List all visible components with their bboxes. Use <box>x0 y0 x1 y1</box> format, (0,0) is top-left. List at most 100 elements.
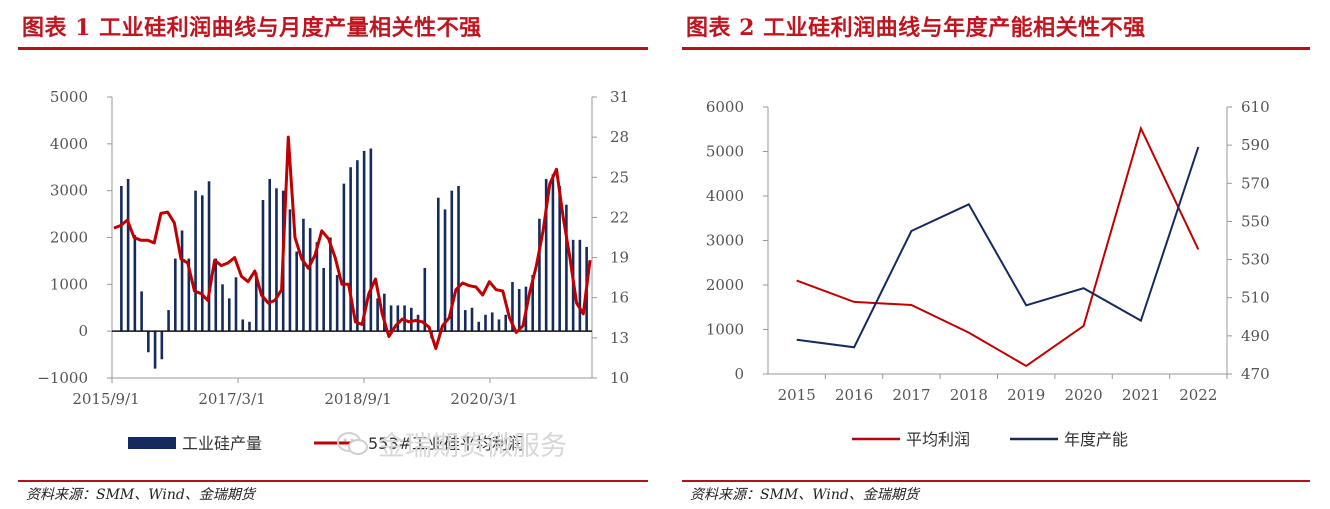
figure-2-chart: 0 1000 2000 3000 4000 5000 6000 470 490 510 530 550… <box>706 98 1270 449</box>
production-bar <box>369 148 373 332</box>
figure-2-bottom-rule <box>682 480 1310 482</box>
production-bar <box>200 195 204 332</box>
production-bar <box>497 319 501 332</box>
production-bar <box>383 293 386 332</box>
production-bar <box>410 307 413 332</box>
production-bar <box>147 331 150 353</box>
production-bar <box>261 200 265 332</box>
left-y-tick-label: 6000 <box>706 98 744 116</box>
production-bar <box>254 272 258 332</box>
production-bar <box>457 185 460 332</box>
left-y-tick-label: 1000 <box>50 275 88 293</box>
wechat-icon <box>337 431 368 455</box>
production-bar <box>160 331 164 360</box>
x-tick-label: 2020 <box>1064 386 1102 404</box>
figure-1-source: 资料来源：SMM、Wind、金瑞期货 <box>26 487 255 503</box>
x-tick-label: 2016 <box>835 386 873 404</box>
production-bar <box>126 178 130 332</box>
production-bar <box>329 237 332 332</box>
right-y-tick-label: 22 <box>610 208 629 226</box>
right-y-tick-label: 530 <box>1241 251 1270 269</box>
production-bar <box>153 331 157 369</box>
figure-2-panel: 图表 2 工业硅利润曲线与年度产能相关性不强 0 1000 2000 3000 4000… <box>664 0 1330 509</box>
figure-1-title: 图表 1 工业硅利润曲线与月度产量相关性不强 <box>22 15 482 41</box>
production-bar <box>349 167 352 332</box>
right-y-tick-label: 550 <box>1241 212 1270 230</box>
watermark-text: 金瑞期货微服务 <box>378 431 567 462</box>
production-bar <box>133 235 137 332</box>
left-y-tick-label: 5000 <box>50 88 88 106</box>
right-y-tick-label: 16 <box>610 289 629 307</box>
production-bar <box>538 218 541 332</box>
figure-1-panel: 图表 1 工业硅利润曲线与月度产量相关性不强 −1000 0 1000 2000 300… <box>0 0 660 509</box>
right-y-tick-label: 570 <box>1241 174 1270 192</box>
production-bar <box>241 319 245 332</box>
production-bar <box>362 150 366 332</box>
figure-2-top-rule <box>682 47 1310 50</box>
figure-1-bottom-rule <box>18 480 648 482</box>
production-bar <box>403 305 406 332</box>
production-bar <box>484 314 487 332</box>
x-tick-label: 2019 <box>1007 386 1045 404</box>
right-y-tick-label: 590 <box>1241 136 1270 154</box>
production-bar <box>356 160 359 332</box>
production-bar <box>322 267 325 332</box>
legend-label-profit: 平均利润 <box>906 430 970 449</box>
left-y-tick-label: 1000 <box>706 321 744 339</box>
production-bar <box>443 209 447 332</box>
production-bar <box>268 178 272 332</box>
right-y-tick-label: 31 <box>610 88 629 106</box>
production-bar <box>207 181 211 332</box>
figure-1-chart: −1000 0 1000 2000 3000 4000 5000 10 13 16 19 22 25 28… <box>37 88 629 453</box>
x-tick-label: 2020/3/1 <box>450 390 517 408</box>
production-bar <box>463 310 467 332</box>
figure-2-source: 资料来源：SMM、Wind、金瑞期货 <box>690 487 919 503</box>
production-bar <box>531 274 534 332</box>
x-tick-label: 2015/9/1 <box>72 390 139 408</box>
production-bar <box>517 289 521 332</box>
production-bar <box>187 258 191 332</box>
production-bar <box>450 190 454 332</box>
production-bar <box>120 185 123 332</box>
figure-1-top-rule <box>18 47 648 50</box>
avg-profit-line <box>796 125 1200 368</box>
figure-2-title: 图表 2 工业硅利润曲线与年度产能相关性不强 <box>686 15 1146 41</box>
production-bar <box>302 218 305 332</box>
x-tick-label: 2022 <box>1179 386 1217 404</box>
production-bar <box>504 314 508 332</box>
x-tick-label: 2017/3/1 <box>198 390 265 408</box>
right-y-tick-label: 610 <box>1241 98 1270 116</box>
left-y-tick-label: 0 <box>734 365 744 383</box>
left-y-tick-label: 5000 <box>706 143 744 161</box>
legend-swatch-production <box>128 437 176 449</box>
production-bar <box>578 239 582 332</box>
x-tick-label: 2021 <box>1122 386 1160 404</box>
x-tick-label: 2017 <box>892 386 930 404</box>
left-y-tick-label: 2000 <box>50 229 88 247</box>
x-tick-label: 2018/9/1 <box>324 390 391 408</box>
left-y-tick-label: 3000 <box>706 232 744 250</box>
watermark: 金瑞期货微服务 <box>336 424 567 463</box>
production-bar <box>275 188 278 332</box>
production-bar <box>308 228 312 332</box>
production-bar <box>174 258 177 332</box>
production-bar <box>376 298 379 332</box>
production-bar <box>221 284 224 332</box>
production-bar <box>140 291 143 332</box>
production-bar <box>342 183 346 332</box>
production-bar <box>551 174 555 332</box>
production-bar <box>248 321 251 332</box>
production-bar <box>234 277 238 332</box>
production-bar <box>544 178 548 332</box>
production-bar <box>396 305 400 332</box>
right-y-tick-label: 10 <box>610 369 629 387</box>
production-bar <box>416 314 420 332</box>
production-bar <box>167 310 170 332</box>
production-bar <box>470 307 474 332</box>
right-y-tick-label: 490 <box>1241 327 1270 345</box>
production-bar <box>565 204 568 332</box>
right-y-tick-label: 13 <box>610 329 629 347</box>
right-y-tick-label: 25 <box>610 168 629 186</box>
production-bar <box>558 185 561 332</box>
